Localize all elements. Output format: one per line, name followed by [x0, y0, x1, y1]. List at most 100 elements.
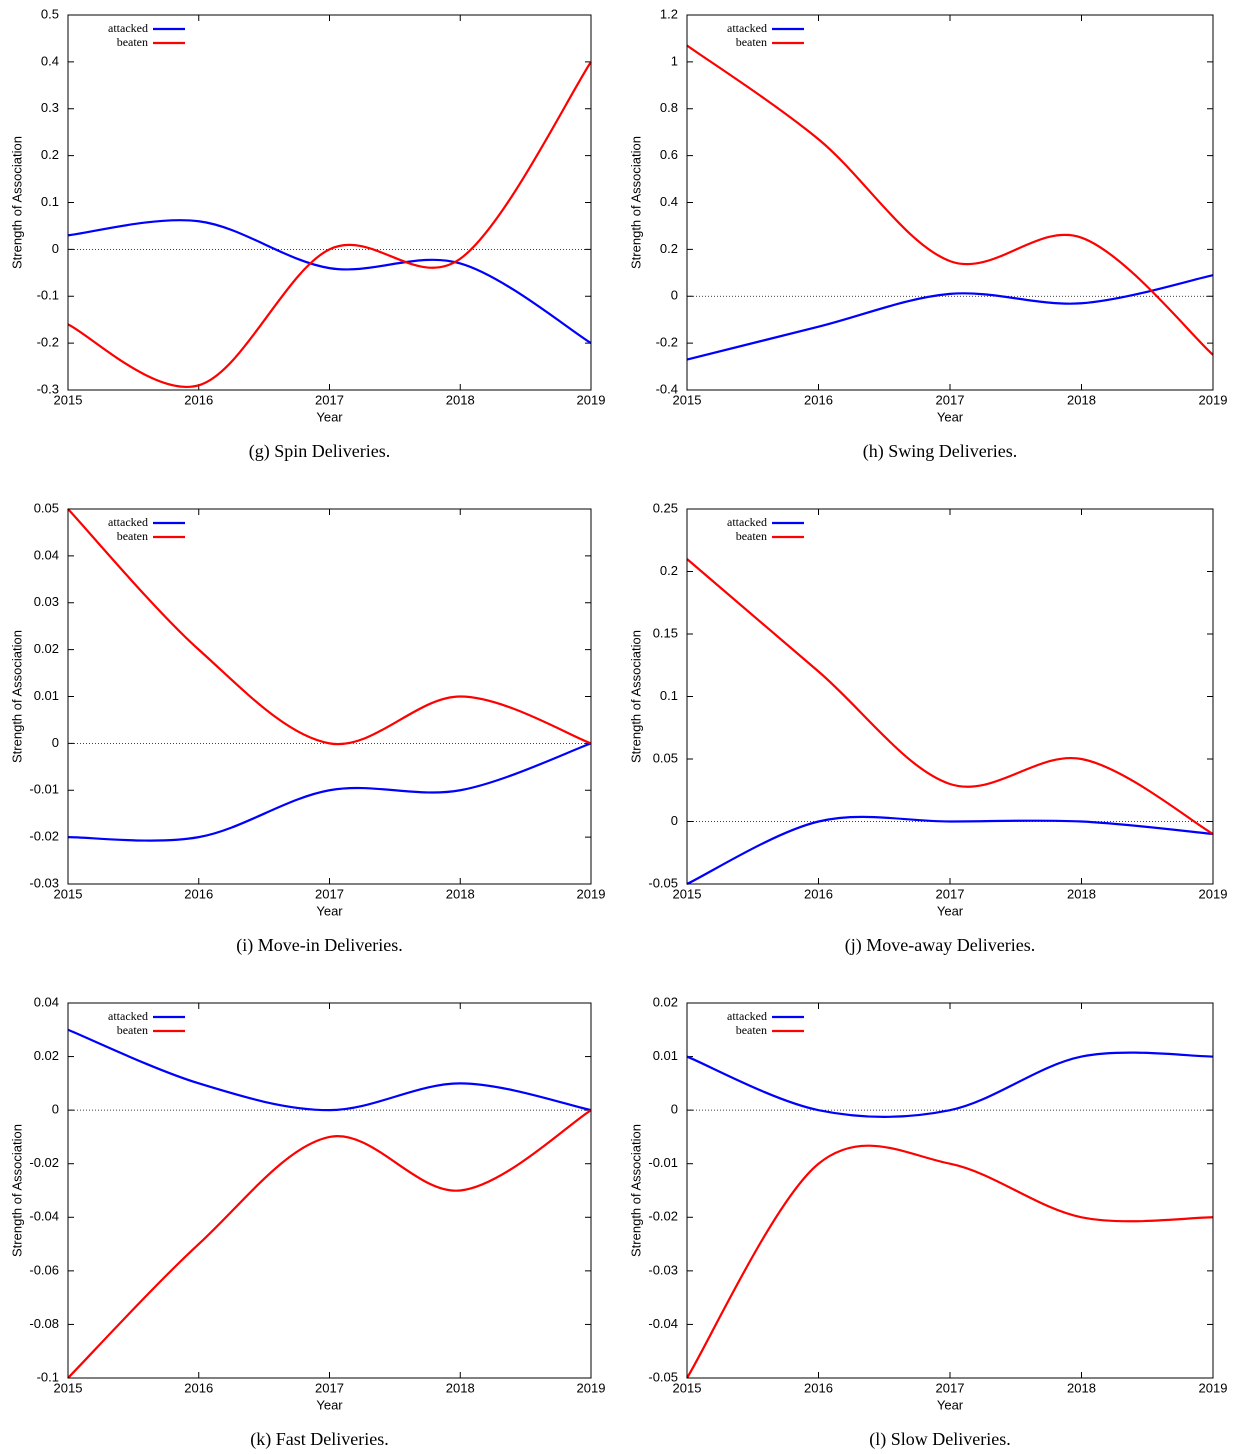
- y-tick-label: -0.05: [648, 875, 678, 890]
- x-axis-label: Year: [316, 903, 343, 918]
- y-tick-label: 0.8: [660, 100, 678, 115]
- x-tick-label: 2015: [54, 886, 83, 901]
- plot-frame: [67, 14, 592, 391]
- caption: (h) Swing Deliveries.: [863, 441, 1017, 462]
- x-tick-label: 2017: [315, 1380, 344, 1395]
- y-tick-label: 0.2: [660, 563, 678, 578]
- chart: -0.4 -0.2 0 0.2 0.4 0.6 0.8 1 1.2 2015 2016 2017 201…: [628, 6, 1227, 462]
- legend-label: attacked: [108, 21, 148, 35]
- y-tick-label: 0.02: [34, 1048, 59, 1063]
- x-axis-label: Year: [937, 1397, 964, 1412]
- y-tick-label: 0.15: [653, 625, 678, 640]
- y-axis-label: Strength of Association: [9, 136, 24, 269]
- y-tick-label: -0.06: [29, 1262, 59, 1277]
- y-tick-label: 0.3: [41, 100, 59, 115]
- legend-label: beaten: [736, 1023, 767, 1037]
- plot-frame: [686, 1002, 1214, 1379]
- series-line: [686, 44, 1214, 356]
- y-tick-label: -0.01: [29, 782, 59, 797]
- y-tick-label: -0.03: [29, 875, 59, 890]
- legend-label: attacked: [727, 515, 767, 529]
- y-tick-label: -0.02: [29, 1155, 59, 1170]
- x-tick-label: 2017: [936, 392, 965, 407]
- y-axis-label: Strength of Association: [628, 136, 643, 269]
- y-tick-label: 0: [671, 813, 678, 828]
- x-tick-label: 2018: [446, 1380, 475, 1395]
- x-tick-label: 2015: [673, 392, 702, 407]
- x-tick-label: 2016: [184, 886, 213, 901]
- series-line: [67, 742, 592, 842]
- series-line: [67, 508, 592, 746]
- plot-frame: [686, 14, 1214, 391]
- y-tick-label: 1.2: [660, 6, 678, 21]
- y-tick-label: 0.01: [34, 688, 59, 703]
- y-tick-label: 0.25: [653, 500, 678, 515]
- y-tick-label: 0.01: [653, 1048, 678, 1063]
- legend-label: attacked: [108, 1009, 148, 1023]
- y-tick-label: 0.6: [660, 147, 678, 162]
- y-axis-label: Strength of Association: [9, 1124, 24, 1257]
- x-tick-label: 2018: [446, 392, 475, 407]
- y-tick-label: 0.05: [653, 750, 678, 765]
- series-line: [686, 1051, 1214, 1118]
- caption: (g) Spin Deliveries.: [249, 441, 390, 462]
- x-axis-label: Year: [316, 409, 343, 424]
- series-line: [67, 219, 592, 345]
- x-tick-label: 2017: [936, 886, 965, 901]
- y-tick-label: 0: [52, 1102, 59, 1117]
- chart: -0.03 -0.02 -0.01 0 0.01 0.02 0.03 0.04 0.05 2015…: [9, 500, 605, 956]
- x-tick-label: 2019: [577, 886, 606, 901]
- plot-frame: [686, 508, 1214, 885]
- y-tick-label: -0.02: [648, 1209, 678, 1224]
- series-line: [686, 815, 1214, 885]
- y-axis-label: Strength of Association: [9, 630, 24, 763]
- y-tick-label: -0.2: [37, 335, 59, 350]
- series-line: [686, 274, 1214, 361]
- series-line: [686, 1144, 1214, 1379]
- x-tick-label: 2018: [1067, 886, 1096, 901]
- x-tick-label: 2016: [804, 1380, 833, 1395]
- y-tick-label: -0.04: [648, 1316, 678, 1331]
- legend-label: beaten: [736, 35, 767, 49]
- y-tick-label: 0.1: [41, 194, 59, 209]
- chart: -0.1 -0.08 -0.06 -0.04 -0.02 0 0.02 0.04 2015 201…: [9, 994, 605, 1450]
- chart: -0.3 -0.2 -0.1 0 0.1 0.2 0.3 0.4 0.5 2015 2016 2017…: [9, 6, 605, 462]
- y-tick-label: -0.2: [656, 335, 678, 350]
- y-tick-label: -0.1: [37, 1369, 59, 1384]
- y-tick-label: 0.04: [34, 547, 59, 562]
- y-tick-label: 0.2: [660, 241, 678, 256]
- x-tick-label: 2019: [1199, 886, 1228, 901]
- x-tick-label: 2015: [54, 1380, 83, 1395]
- y-tick-label: -0.05: [648, 1369, 678, 1384]
- legend-label: attacked: [108, 515, 148, 529]
- legend-label: attacked: [727, 21, 767, 35]
- x-axis-label: Year: [937, 409, 964, 424]
- x-axis-label: Year: [316, 1397, 343, 1412]
- series-line: [67, 1028, 592, 1112]
- x-tick-label: 2019: [577, 392, 606, 407]
- x-tick-label: 2019: [1199, 1380, 1228, 1395]
- chart: -0.05 0 0.05 0.1 0.15 0.2 0.25 2015 2016 2017 2018…: [628, 500, 1227, 956]
- x-tick-label: 2015: [673, 886, 702, 901]
- y-tick-label: 0.02: [34, 641, 59, 656]
- legend-label: beaten: [117, 1023, 148, 1037]
- y-tick-label: 0.4: [41, 53, 59, 68]
- plot-frame: [67, 508, 592, 885]
- legend-label: attacked: [727, 1009, 767, 1023]
- x-tick-label: 2016: [184, 392, 213, 407]
- y-tick-label: 0.05: [34, 500, 59, 515]
- x-tick-label: 2017: [315, 886, 344, 901]
- y-tick-label: -0.4: [656, 381, 678, 396]
- x-tick-label: 2018: [446, 886, 475, 901]
- y-axis-label: Strength of Association: [628, 1124, 643, 1257]
- y-tick-label: -0.03: [648, 1262, 678, 1277]
- x-tick-label: 2016: [804, 886, 833, 901]
- plot-frame: [67, 1002, 592, 1379]
- chart: -0.05 -0.04 -0.03 -0.02 -0.01 0 0.01 0.02 2015 20…: [628, 994, 1227, 1450]
- x-tick-label: 2018: [1067, 1380, 1096, 1395]
- series-line: [67, 61, 592, 389]
- x-tick-label: 2017: [936, 1380, 965, 1395]
- y-tick-label: 0.04: [34, 994, 59, 1009]
- y-tick-label: 0.2: [41, 147, 59, 162]
